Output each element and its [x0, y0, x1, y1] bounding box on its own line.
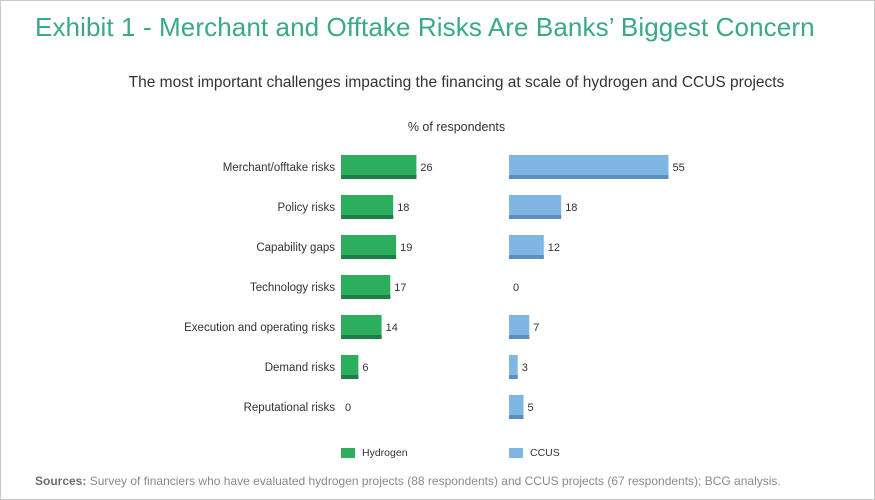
- value-label-ccus: 3: [522, 362, 528, 374]
- value-label-hydrogen: 26: [420, 162, 432, 174]
- value-label-hydrogen: 19: [400, 242, 412, 254]
- sources-text: Survey of financiers who have evaluated …: [89, 474, 781, 488]
- bar-ccus: [509, 315, 530, 339]
- category-label: Capability gaps: [256, 242, 335, 254]
- legend-hydrogen: Hydrogen: [341, 447, 408, 459]
- value-label-ccus: 18: [565, 202, 577, 214]
- category-label: Merchant/offtake risks: [223, 162, 336, 174]
- bar-hydrogen-shadow: [341, 295, 391, 299]
- legend-label-hydrogen: Hydrogen: [362, 447, 408, 459]
- legend-label-ccus: CCUS: [530, 447, 560, 459]
- bar-ccus-shadow: [509, 175, 669, 179]
- page-title: Exhibit 1 - Merchant and Offtake Risks A…: [35, 12, 815, 42]
- category-label: Reputational risks: [244, 402, 336, 414]
- value-label-ccus: 7: [533, 322, 539, 334]
- value-label-ccus: 12: [548, 242, 560, 254]
- bar-ccus-shadow: [509, 335, 530, 339]
- bar-ccus-shadow: [509, 375, 518, 379]
- bar-hydrogen-shadow: [341, 175, 417, 179]
- sources-note: Sources: Survey of financiers who have e…: [35, 474, 781, 488]
- legend-ccus: CCUS: [509, 447, 560, 459]
- bar-ccus: [509, 355, 518, 379]
- bar-ccus: [509, 395, 524, 419]
- value-label-hydrogen: 0: [345, 402, 351, 414]
- value-label-hydrogen: 6: [362, 362, 368, 374]
- value-label-hydrogen: 14: [386, 322, 398, 334]
- category-label: Policy risks: [277, 202, 335, 214]
- category-label: Demand risks: [265, 362, 336, 374]
- bar-hydrogen-shadow: [341, 335, 382, 339]
- category-label: Technology risks: [250, 282, 335, 294]
- bar-ccus-shadow: [509, 255, 544, 259]
- bar-ccus-shadow: [509, 415, 524, 419]
- value-label-ccus: 0: [513, 282, 519, 294]
- value-label-ccus: 5: [528, 402, 534, 414]
- bar-hydrogen: [341, 355, 359, 379]
- unit-label: % of respondents: [407, 120, 506, 134]
- bar-hydrogen-shadow: [341, 255, 397, 259]
- bar-hydrogen-shadow: [341, 375, 359, 379]
- value-label-hydrogen: 17: [394, 282, 406, 294]
- category-label: Execution and operating risks: [184, 322, 335, 334]
- bar-ccus-shadow: [509, 215, 562, 219]
- value-label-ccus: 55: [673, 162, 685, 174]
- legend-swatch-hydrogen: [341, 448, 355, 458]
- value-label-hydrogen: 18: [397, 202, 409, 214]
- sources-label: Sources:: [35, 474, 87, 488]
- bar-hydrogen-shadow: [341, 215, 394, 219]
- chart-subtitle: The most important challenges impacting …: [128, 74, 785, 91]
- legend-swatch-ccus: [509, 448, 523, 458]
